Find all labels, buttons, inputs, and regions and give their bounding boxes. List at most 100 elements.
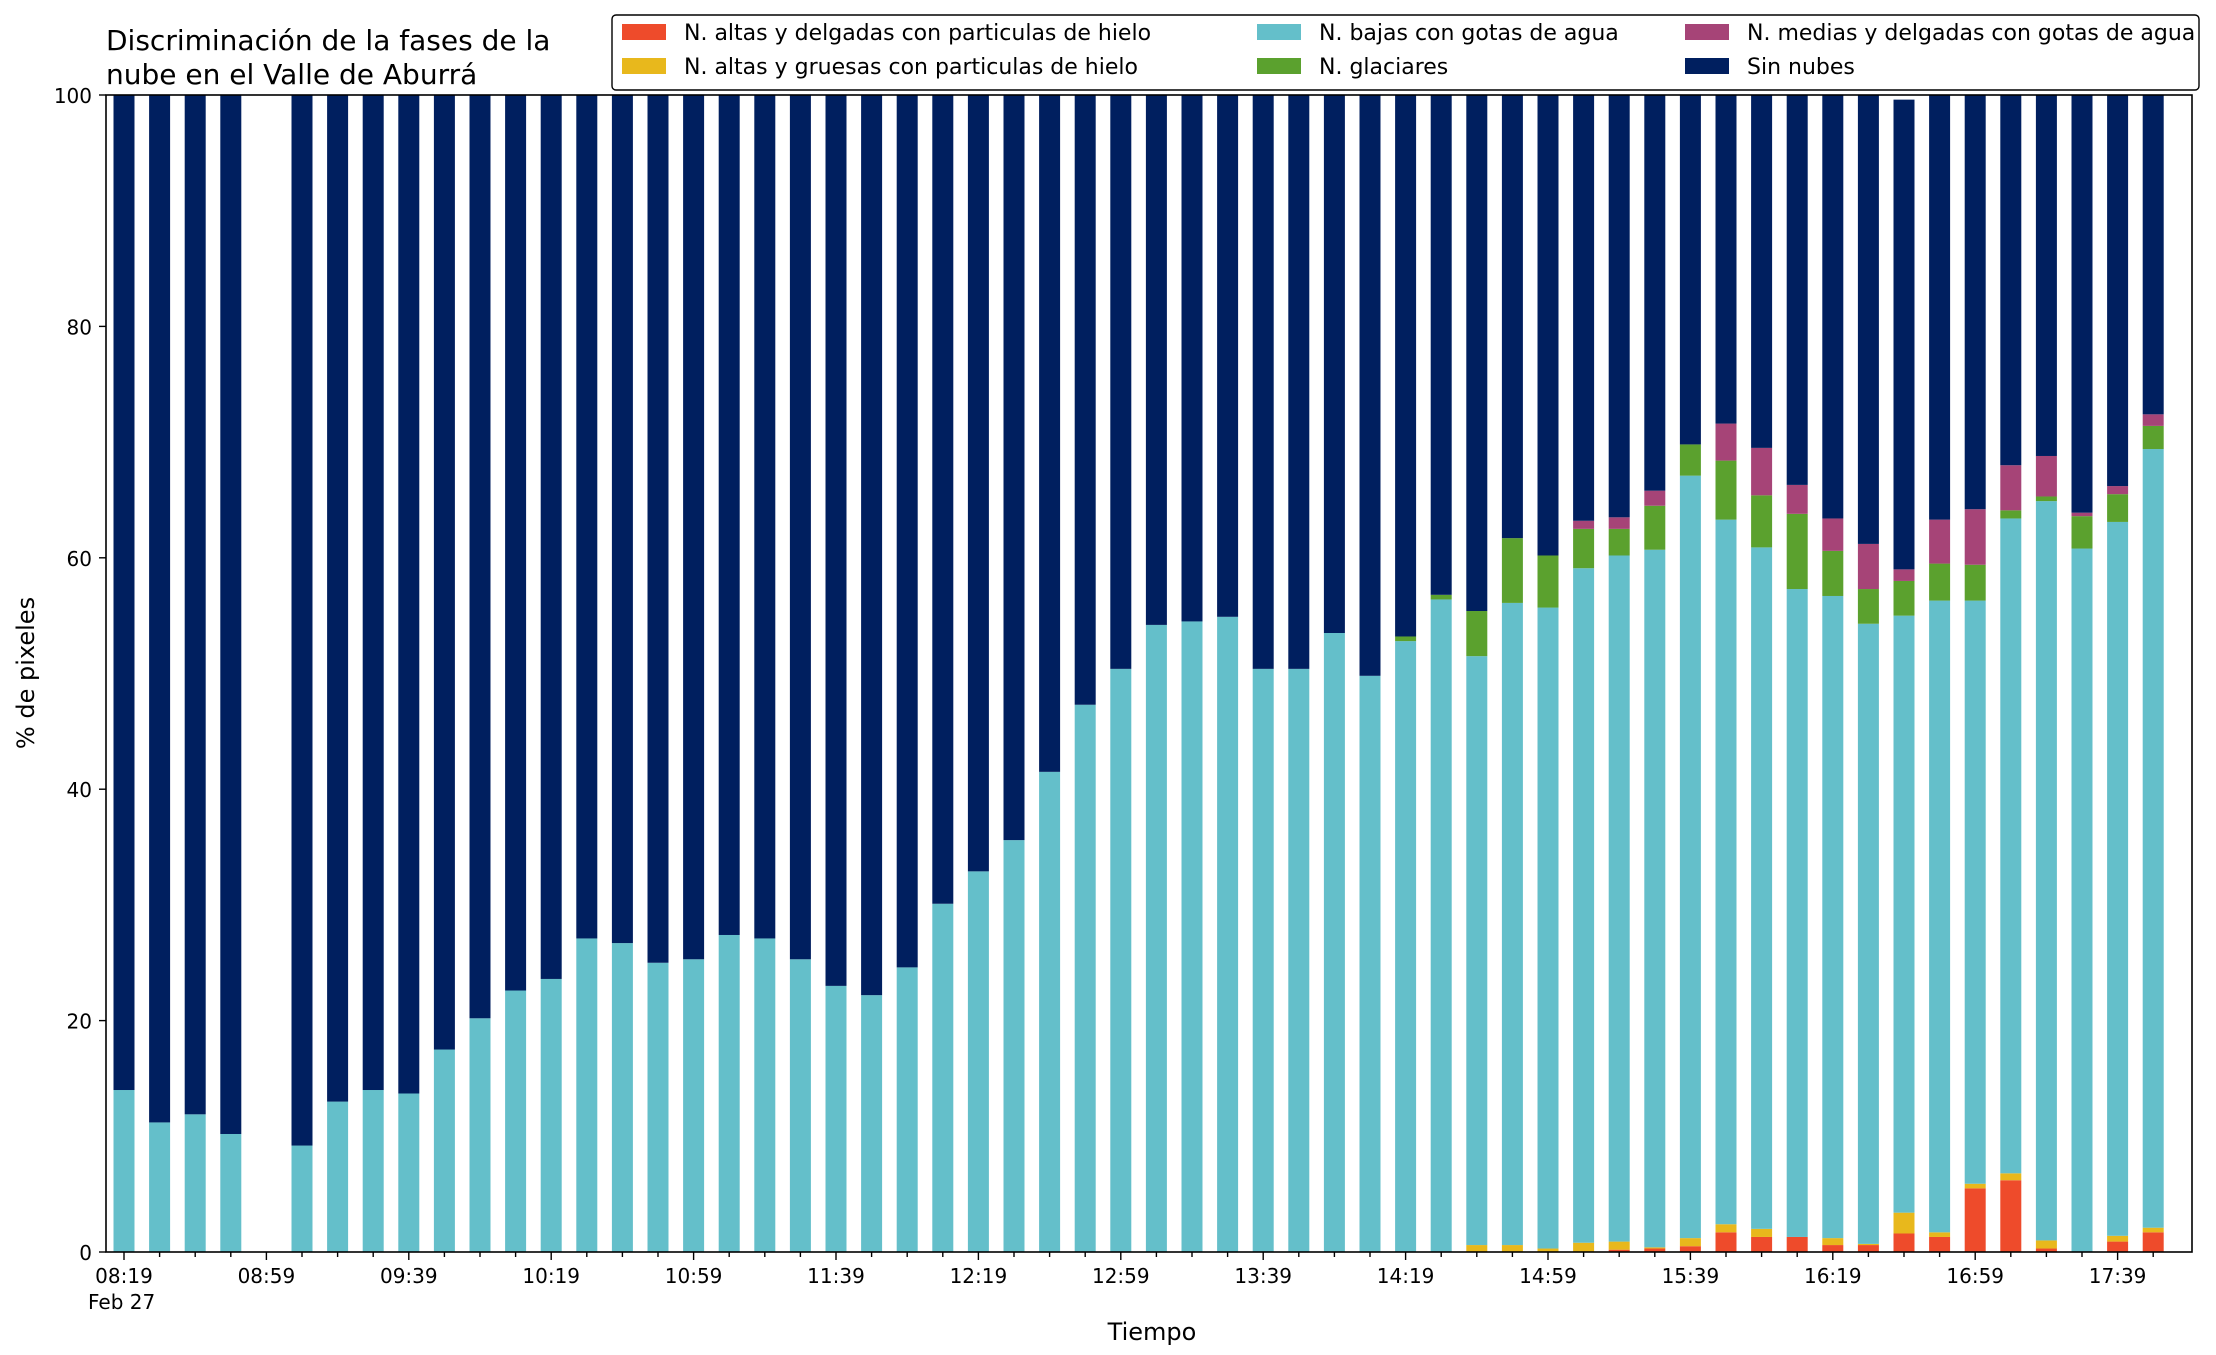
plot-frame xyxy=(105,94,2193,1253)
bar-segment-s2-12:49 xyxy=(1074,704,1096,1252)
bar-segment-s2-13:59 xyxy=(1323,633,1345,1252)
bar-segment-s2-13:09 xyxy=(1145,624,1167,1252)
bar-segment-s1-15:49 xyxy=(1715,1224,1737,1233)
bar-segment-s5-16:29 xyxy=(1857,95,1879,544)
bar-segment-s2-10:29 xyxy=(576,938,598,1252)
y-tick-label: 60 xyxy=(67,547,92,571)
x-tick-label: 10:19 xyxy=(522,1264,580,1288)
bar-segment-s5-15:39 xyxy=(1679,95,1701,445)
bar-segment-s3-15:29 xyxy=(1644,505,1666,550)
bar-segment-s4-16:29 xyxy=(1857,543,1879,590)
bar-segment-s5-15:49 xyxy=(1715,95,1737,424)
bar-segment-s2-14:19 xyxy=(1395,641,1417,1252)
bar-segment-s4-16:19 xyxy=(1822,518,1844,551)
x-tick-label: 13:39 xyxy=(1234,1264,1292,1288)
bar-segment-s4-16:59 xyxy=(1964,509,1986,565)
bar-segment-s5-12:09 xyxy=(932,95,954,904)
bar-segment-s4-16:39 xyxy=(1893,569,1915,581)
bar-segment-s3-16:09 xyxy=(1786,513,1808,590)
chart-title-line-1: Discriminación de la fases de la xyxy=(106,24,550,57)
bar-segment-s4-15:59 xyxy=(1751,447,1773,496)
bar-segment-s5-08:29 xyxy=(149,95,171,1123)
bar-segment-s2-11:09 xyxy=(718,934,740,1252)
bar-segment-s0-16:59 xyxy=(1964,1188,1986,1252)
bar-segment-s4-17:29 xyxy=(2071,512,2093,517)
bar-segment-s0-15:29 xyxy=(1644,1248,1666,1252)
bar-segment-s1-17:49 xyxy=(2142,1227,2164,1233)
legend-label: N. altas y delgadas con particulas de hi… xyxy=(684,21,1151,46)
bar-segment-s5-13:29 xyxy=(1217,95,1239,617)
bar-segment-s3-16:49 xyxy=(1929,563,1951,601)
bar-segment-s4-16:49 xyxy=(1929,519,1951,564)
bar-stacks xyxy=(113,95,2164,1252)
bar-segment-s5-14:29 xyxy=(1430,95,1452,595)
x-tick-label: 09:39 xyxy=(380,1264,438,1288)
bar-segment-s2-14:29 xyxy=(1430,599,1452,1252)
y-tick-label: 20 xyxy=(67,1010,92,1034)
chart-title-line-2: nube en el Valle de Aburrá xyxy=(106,58,477,91)
bar-segment-s5-15:59 xyxy=(1751,95,1773,448)
bar-segment-s3-16:59 xyxy=(1964,564,1986,601)
bar-segment-s5-10:49 xyxy=(647,95,669,963)
bar-segment-s5-16:09 xyxy=(1786,95,1808,485)
bar-segment-s5-16:19 xyxy=(1822,95,1844,519)
bar-segment-s3-14:29 xyxy=(1430,594,1452,600)
legend-swatch xyxy=(1685,24,1729,40)
bar-segment-s4-17:19 xyxy=(2035,455,2057,497)
bar-segment-s5-12:59 xyxy=(1110,95,1132,669)
bar-segment-s0-15:59 xyxy=(1751,1236,1773,1252)
x-tick-label: 16:19 xyxy=(1804,1264,1862,1288)
bar-segment-s5-09:19 xyxy=(327,95,349,1102)
bar-segment-s5-09:39 xyxy=(398,95,420,1094)
bar-segment-s5-11:09 xyxy=(718,95,740,935)
legend-swatch xyxy=(622,24,666,40)
bar-segment-s5-11:19 xyxy=(754,95,776,939)
bar-segment-s1-16:39 xyxy=(1893,1212,1915,1234)
bar-segment-s0-16:19 xyxy=(1822,1245,1844,1252)
bar-segment-s0-17:39 xyxy=(2107,1241,2129,1252)
bar-segment-s4-17:09 xyxy=(2000,465,2022,511)
bar-segment-s3-17:09 xyxy=(2000,510,2022,519)
bar-segment-s2-08:49 xyxy=(220,1133,242,1252)
bar-segment-s2-16:59 xyxy=(1964,600,1986,1184)
bar-segment-s2-12:29 xyxy=(1003,840,1025,1252)
bar-segment-s0-16:39 xyxy=(1893,1233,1915,1252)
legend-label: N. medias y delgadas con gotas de agua xyxy=(1747,21,2195,46)
bar-segment-s5-16:49 xyxy=(1929,95,1951,520)
bar-segment-s5-10:29 xyxy=(576,95,598,939)
bar-segment-s1-16:49 xyxy=(1929,1232,1951,1237)
bar-segment-s5-08:49 xyxy=(220,95,242,1134)
bar-segment-s2-15:49 xyxy=(1715,519,1737,1225)
bar-segment-s0-17:49 xyxy=(2142,1232,2164,1252)
x-tick-label: 16:59 xyxy=(1946,1264,2004,1288)
bar-segment-s2-11:39 xyxy=(825,985,847,1252)
legend-label: N. bajas con gotas de agua xyxy=(1319,21,1619,46)
bar-segment-s5-09:59 xyxy=(469,95,491,1019)
bar-segment-s2-15:09 xyxy=(1573,568,1595,1243)
bar-segment-s0-15:39 xyxy=(1679,1246,1701,1252)
bar-segment-s5-14:09 xyxy=(1359,95,1381,676)
bar-segment-s2-10:19 xyxy=(540,978,562,1252)
bar-segment-s4-15:49 xyxy=(1715,423,1737,461)
legend-swatch xyxy=(622,58,666,74)
x-tick-label: 11:39 xyxy=(807,1264,865,1288)
x-tick-label: 17:39 xyxy=(2089,1264,2147,1288)
bar-segment-s4-15:19 xyxy=(1608,517,1630,529)
bar-segment-s2-09:39 xyxy=(398,1093,420,1252)
bar-segment-s5-09:09 xyxy=(291,95,313,1146)
bar-segment-s5-11:49 xyxy=(861,95,883,996)
bar-segment-s1-17:19 xyxy=(2035,1240,2057,1249)
bar-segment-s3-17:29 xyxy=(2071,516,2093,549)
y-axis: 0 20 40 60 80 100 xyxy=(54,84,106,1265)
bar-segment-s2-17:29 xyxy=(2071,548,2093,1252)
bar-segment-s2-16:39 xyxy=(1893,615,1915,1213)
bar-segment-s2-09:19 xyxy=(327,1101,349,1252)
bar-segment-s5-11:29 xyxy=(789,95,811,960)
bar-segment-s1-14:39 xyxy=(1466,1245,1488,1252)
bar-segment-s3-17:39 xyxy=(2107,494,2129,522)
bar-segment-s2-17:49 xyxy=(2142,449,2164,1228)
bar-segment-s5-11:39 xyxy=(825,95,847,986)
y-tick-label: 40 xyxy=(67,778,92,802)
bar-segment-s2-09:49 xyxy=(433,1049,455,1252)
bar-segment-s5-10:09 xyxy=(505,95,527,991)
